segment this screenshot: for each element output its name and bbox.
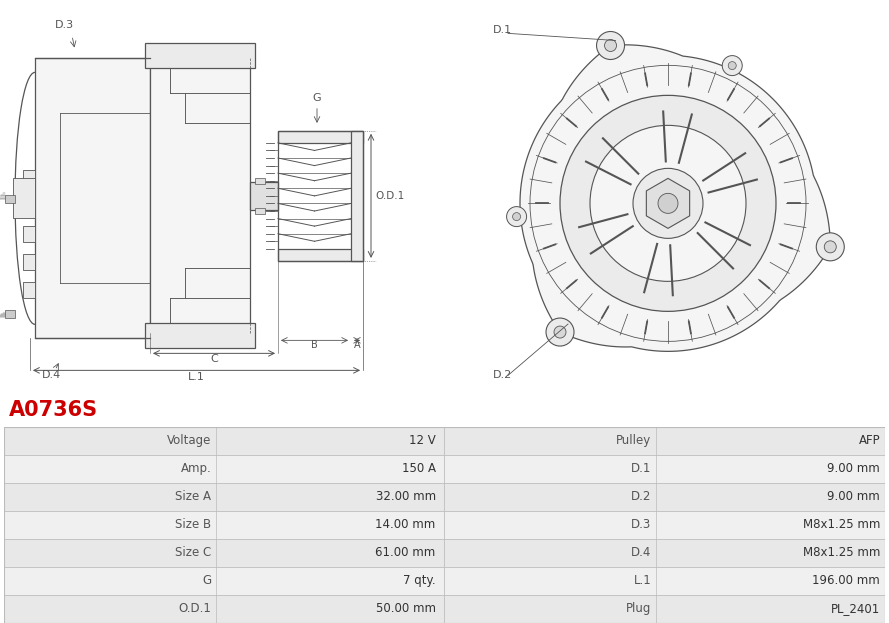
- Bar: [4, 455, 444, 483]
- Bar: [4, 595, 444, 623]
- Polygon shape: [520, 45, 830, 351]
- Text: C: C: [210, 354, 218, 364]
- Text: Size A: Size A: [175, 490, 212, 503]
- Text: D.4: D.4: [631, 546, 652, 559]
- Bar: [255, 178, 265, 184]
- Text: PL_2401: PL_2401: [831, 602, 880, 616]
- Bar: [5, 310, 15, 318]
- Bar: [35, 59, 150, 338]
- Bar: [4, 511, 444, 539]
- Text: Size C: Size C: [175, 546, 212, 559]
- Text: O.D.1: O.D.1: [179, 602, 212, 616]
- Text: 196.00 mm: 196.00 mm: [813, 574, 880, 587]
- Text: 150 A: 150 A: [402, 462, 436, 475]
- Text: L.1: L.1: [634, 574, 652, 587]
- Text: D.2: D.2: [631, 490, 652, 503]
- Bar: [4, 483, 444, 511]
- Text: D.1: D.1: [493, 26, 512, 36]
- Text: A: A: [354, 340, 360, 350]
- Bar: [444, 539, 885, 567]
- Text: Size B: Size B: [175, 518, 212, 531]
- Text: D.1: D.1: [631, 462, 652, 475]
- Bar: [13, 178, 35, 218]
- Text: 50.00 mm: 50.00 mm: [376, 602, 436, 616]
- Text: A0736S: A0736S: [9, 399, 98, 420]
- Circle shape: [816, 233, 845, 261]
- Text: G: G: [202, 574, 212, 587]
- Bar: [145, 323, 255, 348]
- Text: G: G: [313, 93, 321, 103]
- Circle shape: [824, 241, 837, 253]
- Bar: [5, 196, 15, 203]
- Bar: [250, 182, 278, 210]
- Text: B: B: [311, 340, 318, 350]
- Bar: [145, 44, 255, 69]
- Text: AFP: AFP: [859, 434, 880, 447]
- Bar: [351, 131, 363, 261]
- Text: Pulley: Pulley: [616, 434, 652, 447]
- Bar: [278, 131, 363, 261]
- Text: M8x1.25 mm: M8x1.25 mm: [803, 546, 880, 559]
- Text: 12 V: 12 V: [409, 434, 436, 447]
- Circle shape: [722, 55, 742, 75]
- Text: D.2: D.2: [493, 370, 512, 381]
- Circle shape: [507, 207, 526, 227]
- Text: 9.00 mm: 9.00 mm: [828, 490, 880, 503]
- Circle shape: [590, 125, 746, 282]
- Circle shape: [560, 95, 776, 312]
- Bar: [4, 539, 444, 567]
- Bar: [23, 226, 35, 242]
- Bar: [23, 198, 35, 214]
- Bar: [444, 483, 885, 511]
- Bar: [444, 567, 885, 595]
- Circle shape: [633, 168, 703, 239]
- Text: D.3: D.3: [55, 21, 74, 31]
- Bar: [444, 427, 885, 455]
- Text: M8x1.25 mm: M8x1.25 mm: [803, 518, 880, 531]
- Text: D.4: D.4: [42, 370, 61, 381]
- Bar: [444, 511, 885, 539]
- Text: Plug: Plug: [626, 602, 652, 616]
- Circle shape: [658, 193, 678, 213]
- Text: 9.00 mm: 9.00 mm: [828, 462, 880, 475]
- Bar: [255, 208, 265, 214]
- Circle shape: [554, 326, 566, 338]
- Text: 61.00 mm: 61.00 mm: [375, 546, 436, 559]
- Text: 14.00 mm: 14.00 mm: [375, 518, 436, 531]
- Bar: [23, 254, 35, 270]
- Circle shape: [605, 39, 617, 52]
- Polygon shape: [646, 178, 690, 229]
- Bar: [444, 455, 885, 483]
- Circle shape: [728, 62, 736, 70]
- Text: D.3: D.3: [631, 518, 652, 531]
- Bar: [4, 427, 444, 455]
- Text: L.1: L.1: [188, 373, 205, 383]
- Text: O.D.1: O.D.1: [375, 191, 404, 201]
- Circle shape: [546, 318, 574, 346]
- Circle shape: [513, 212, 521, 221]
- Text: Amp.: Amp.: [180, 462, 212, 475]
- Text: 7 qty.: 7 qty.: [403, 574, 436, 587]
- Bar: [444, 595, 885, 623]
- Text: Voltage: Voltage: [167, 434, 212, 447]
- Bar: [278, 131, 363, 143]
- Bar: [150, 59, 250, 333]
- Bar: [23, 170, 35, 186]
- Bar: [4, 567, 444, 595]
- Bar: [23, 282, 35, 298]
- Bar: [278, 249, 363, 261]
- Circle shape: [597, 32, 625, 59]
- Text: 32.00 mm: 32.00 mm: [375, 490, 436, 503]
